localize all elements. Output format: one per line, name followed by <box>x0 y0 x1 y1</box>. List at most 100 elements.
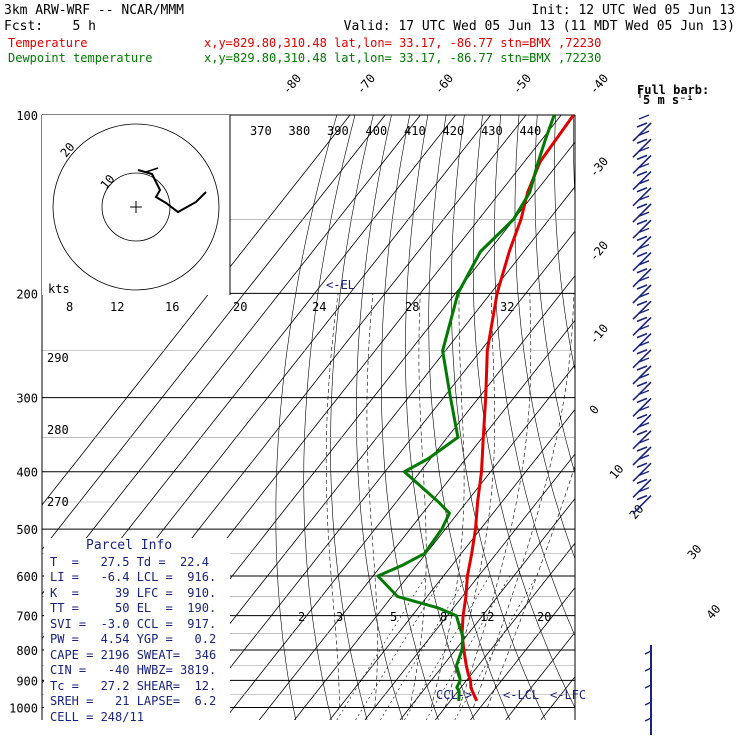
isotherm <box>540 676 575 720</box>
wind-barb <box>632 414 652 434</box>
profile-lines <box>376 115 575 702</box>
dry-adiabat <box>701 115 740 720</box>
wind-barb-flag <box>638 195 650 201</box>
pressure-tick-label: 100 <box>16 109 38 123</box>
wind-barb-flag <box>636 478 648 485</box>
wind-barb-flag <box>638 162 650 169</box>
wind-barb-flag <box>638 292 650 298</box>
wind-barb-flag <box>636 300 648 306</box>
lcl-annotation: <-LCL <box>503 688 539 702</box>
parcel-info-panel: Parcel Info T = 27.5 Td = 22.4 LI = -6.4… <box>44 538 230 725</box>
wind-barb-flag <box>638 454 650 460</box>
temperature-line <box>460 115 575 702</box>
parcel-info-row: TT = 50 EL = 190. <box>50 601 217 615</box>
wind-barb-flag <box>638 486 650 493</box>
mixing-ratio-line <box>404 575 490 720</box>
wind-barb-flag <box>636 349 648 355</box>
pressure-tick-label: 200 <box>16 287 38 301</box>
wind-barb-flag <box>636 332 648 339</box>
dry-adiabat <box>628 115 740 720</box>
pressure-tick-label: 700 <box>16 610 38 624</box>
wind-barb-flag <box>636 268 648 274</box>
temp-tick-label: -50 <box>510 71 535 97</box>
isotherm <box>470 586 575 720</box>
wind-barb <box>632 397 652 417</box>
temp-tick-label: -70 <box>354 71 379 97</box>
theta-label: 390 <box>327 124 349 138</box>
parcel-info-row: CELL = 248/11 <box>50 709 144 724</box>
moist-adiabat <box>325 293 340 708</box>
theta-label: 440 <box>520 124 542 138</box>
dry-adiabat <box>472 115 575 709</box>
theta-label: 280 <box>47 423 69 437</box>
mixing-ratio-label: 12 <box>480 610 494 624</box>
wind-barb-flag <box>636 446 648 452</box>
moist-adiabat <box>459 293 532 708</box>
wind-barb-flag <box>636 138 648 144</box>
wind-barb-flag <box>638 422 650 428</box>
wind-barb-flag <box>644 650 652 655</box>
temp-tick-label: -10 <box>587 321 612 347</box>
wind-barb <box>632 478 652 498</box>
speed-tick-label: 20 <box>233 300 247 314</box>
legend-temperature-info: x,y=829.80,310.48 lat,lon= 33.17, -86.77… <box>204 36 601 50</box>
wind-barb-flag <box>636 365 648 371</box>
init-time: Init: 12 UTC Wed 05 Jun 13 <box>532 3 736 18</box>
wind-barb-flag <box>636 219 648 225</box>
parcel-info-title: Parcel Info <box>86 538 173 553</box>
isotherm <box>505 631 575 720</box>
isotherm <box>294 364 575 720</box>
wind-barb <box>632 284 652 304</box>
hodograph-trace <box>137 169 207 214</box>
theta-label: 410 <box>404 124 426 138</box>
temp-tick-label: -30 <box>587 154 612 180</box>
theta-label: 430 <box>481 124 503 138</box>
lfc-annotation: <-LFC <box>550 688 586 702</box>
dry-adiabat <box>405 115 475 720</box>
speed-axis-label: kts <box>48 282 70 296</box>
wind-barb-flag <box>638 227 650 234</box>
wind-barb-flag <box>644 701 652 706</box>
dry-adiabat <box>573 115 575 204</box>
dry-adiabat <box>683 115 740 720</box>
dry-adiabat <box>428 115 511 720</box>
dry-adiabat <box>356 115 404 720</box>
wind-barb-flag <box>638 114 650 120</box>
wind-barb-flag <box>636 122 648 128</box>
dry-adiabat <box>450 115 546 720</box>
pressure-tick-label: 400 <box>16 466 38 480</box>
moist-adiabat <box>409 293 427 708</box>
wind-barb <box>632 495 652 515</box>
wind-barb-flag <box>636 381 648 387</box>
mixing-ratio-line <box>454 575 537 720</box>
theta-label: 290 <box>47 351 69 365</box>
speed-tick-label: 24 <box>312 300 326 314</box>
wind-barb-flag <box>636 430 648 436</box>
mixing-ratio-label: 3 <box>336 610 343 624</box>
theta-label: 400 <box>366 124 388 138</box>
temp-tick-label: 30 <box>685 542 705 562</box>
dewpoint-line <box>376 115 556 701</box>
dry-adiabat <box>647 115 740 720</box>
mixing-ratio-label: 2 <box>298 610 305 624</box>
parcel-info-row: CAPE = 2196 SWEAT= 346 <box>50 647 217 662</box>
isotherm <box>42 115 351 506</box>
isotherm <box>42 115 386 551</box>
wind-barb <box>632 349 652 369</box>
parcel-info-row: SVI = -3.0 CCL = 917. <box>50 616 217 631</box>
parcel-info-row: Tc = 27.2 SHEAR= 12. <box>50 678 217 693</box>
isotherm <box>329 408 575 720</box>
wind-barb <box>632 219 652 239</box>
forecast-label: Fcst: <box>4 19 43 34</box>
temp-tick-label: 40 <box>704 602 724 622</box>
pressure-tick-label: 300 <box>16 392 38 406</box>
parcel-info-row: T = 27.5 Td = 22.4 <box>50 554 209 569</box>
isotherm <box>258 319 575 720</box>
wind-barb <box>632 154 652 174</box>
pressure-tick-label: 600 <box>16 570 38 584</box>
wind-barb <box>632 252 652 272</box>
mixing-ratio-line <box>425 575 511 720</box>
wind-barb-flag <box>638 389 650 396</box>
wind-barb-flag <box>638 308 650 315</box>
